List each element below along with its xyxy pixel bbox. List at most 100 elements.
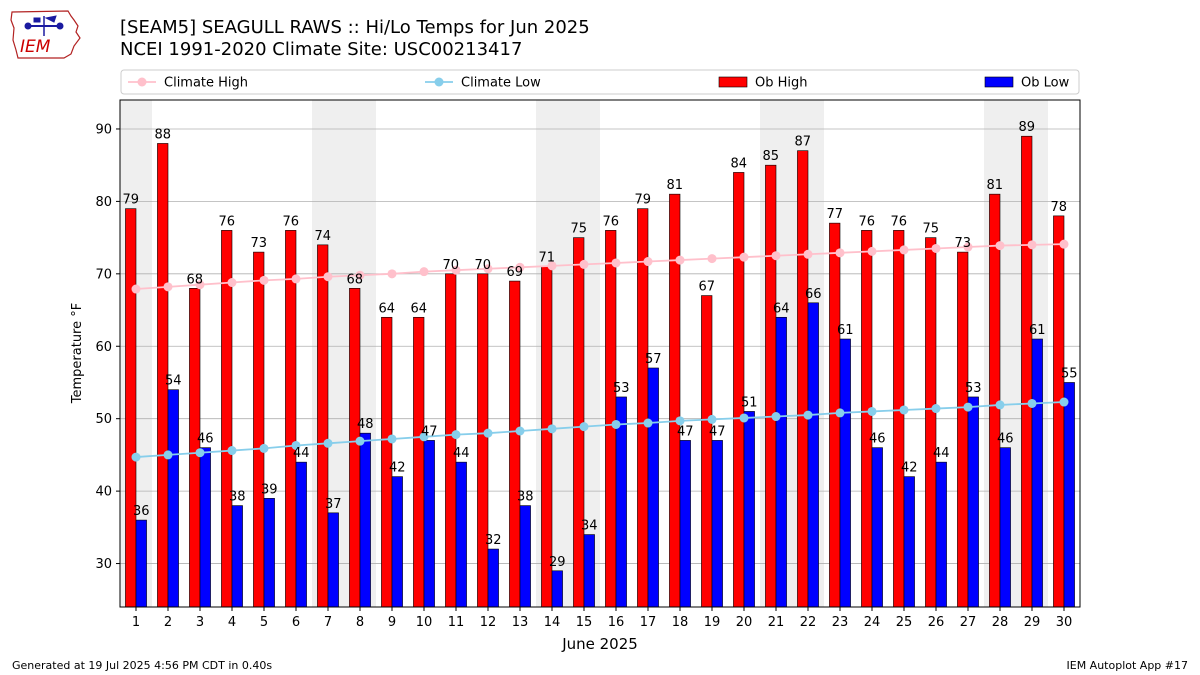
x-tick-label-6: 6: [292, 615, 300, 630]
ob-low-label-14: 29: [549, 555, 566, 570]
legend-climate-low-dot: [434, 77, 444, 87]
ob-low-label-17: 57: [645, 352, 662, 367]
climate-high-point-26: [931, 243, 941, 253]
ob-high-bar-20: [733, 172, 745, 608]
climate-low-point-17: [643, 418, 653, 428]
ob-low-bar-21: [775, 316, 787, 608]
climate-low-point-16: [611, 419, 621, 429]
climate-low-point-28: [995, 400, 1005, 410]
climate-low-point-3: [195, 448, 205, 458]
ob-high-bar-28: [989, 193, 1001, 608]
ob-high-bar-7: [317, 244, 329, 608]
ob-low-label-21: 64: [773, 301, 790, 316]
ob-low-bar-20: [743, 411, 755, 608]
climate-low-point-14: [547, 424, 557, 434]
ob-high-label-8: 68: [346, 272, 363, 287]
ob-high-bar-19: [701, 295, 713, 608]
ob-low-label-5: 39: [261, 482, 278, 497]
ob-high-bar-22: [797, 150, 809, 608]
ob-low-label-9: 42: [389, 461, 406, 476]
ob-low-label-23: 61: [837, 323, 854, 338]
climate-low-point-2: [163, 450, 173, 460]
iem-logo: IEM: [10, 10, 81, 59]
climate-low-point-24: [867, 406, 877, 416]
x-tick-label-13: 13: [512, 615, 529, 630]
ob-high-bar-17: [637, 208, 649, 608]
legend-climate-low-label: Climate Low: [461, 76, 541, 91]
ob-low-bar-24: [871, 447, 883, 608]
climate-high-point-4: [227, 278, 237, 288]
ob-high-label-29: 89: [1018, 120, 1035, 135]
climate-low-point-25: [899, 405, 909, 415]
ob-high-label-5: 73: [250, 236, 267, 251]
climate-low-point-10: [419, 432, 429, 442]
ob-low-bar-9: [391, 476, 403, 608]
x-tick-label-28: 28: [992, 615, 1009, 630]
ob-low-label-27: 53: [965, 381, 982, 396]
ob-low-label-3: 46: [197, 432, 214, 447]
climate-low-point-11: [451, 430, 461, 440]
ob-high-bar-24: [861, 230, 873, 608]
climate-low-point-12: [483, 428, 493, 438]
ob-low-label-29: 61: [1029, 323, 1046, 338]
ob-high-bar-30: [1053, 215, 1065, 608]
climate-lines: [131, 239, 1069, 462]
ob-high-label-11: 70: [442, 258, 459, 273]
x-tick-label-3: 3: [196, 615, 204, 630]
ob-high-bar-29: [1021, 135, 1033, 608]
x-tick-label-27: 27: [960, 615, 977, 630]
ob-high-label-15: 75: [570, 222, 587, 237]
legend-climate-high-dot: [137, 77, 147, 87]
chart-title: [SEAM5] SEAGULL RAWS :: Hi/Lo Temps for …: [120, 17, 590, 38]
footer-app: IEM Autoplot App #17: [1066, 659, 1189, 672]
climate-high-point-29: [1027, 240, 1037, 250]
climate-low-point-13: [515, 426, 525, 436]
ob-low-bar-6: [295, 461, 307, 608]
ob-low-label-2: 54: [165, 374, 182, 389]
x-tick-label-23: 23: [832, 615, 849, 630]
ob-low-bar-17: [647, 367, 659, 608]
ob-high-label-2: 88: [154, 127, 171, 142]
ob-high-label-19: 67: [698, 280, 715, 295]
ob-low-bar-3: [199, 447, 211, 608]
legend-ob-low-marker: [984, 76, 1014, 88]
ob-high-label-25: 76: [890, 214, 907, 229]
climate-high-point-10: [419, 267, 429, 277]
legend-ob-high-label: Ob High: [755, 76, 808, 91]
ob-low-bar-15: [583, 534, 595, 608]
climate-high-point-28: [995, 241, 1005, 251]
climate-high-point-12: [483, 264, 493, 274]
ob-high-bar-4: [221, 230, 233, 608]
x-tick-label-11: 11: [448, 615, 465, 630]
ob-high-label-21: 85: [762, 149, 779, 164]
y-axis-label: Temperature °F: [70, 303, 85, 404]
x-tick-label-29: 29: [1024, 615, 1041, 630]
ob-low-label-11: 44: [453, 446, 470, 461]
ob-high-label-7: 74: [314, 229, 331, 244]
ob-low-label-15: 34: [581, 519, 598, 534]
ob-low-bar-11: [455, 461, 467, 608]
ob-high-label-6: 76: [282, 214, 299, 229]
ob-low-label-8: 48: [357, 417, 374, 432]
climate-low-point-30: [1059, 397, 1069, 407]
climate-high-point-1: [131, 284, 141, 294]
ob-high-label-4: 76: [218, 214, 235, 229]
ob-low-bar-27: [967, 396, 979, 608]
legend-climate-high-label: Climate High: [164, 76, 248, 91]
x-tick-label-22: 22: [800, 615, 817, 630]
climate-low-point-9: [387, 434, 397, 444]
footer-generated: Generated at 19 Jul 2025 4:56 PM CDT in …: [12, 659, 273, 672]
climate-high-point-30: [1059, 239, 1069, 249]
grid-lines: [120, 128, 1080, 564]
ob-high-label-9: 64: [378, 301, 395, 316]
climate-high-point-20: [739, 252, 749, 262]
ob-high-bar-12: [477, 273, 489, 608]
climate-low-point-8: [355, 436, 365, 446]
climate-high-point-15: [579, 259, 589, 269]
climate-high-point-6: [291, 274, 301, 284]
legend: Climate High Climate Low Ob High Ob Low: [120, 69, 1080, 95]
x-axis: 1 2 3 4 5 6 7 8 9 10 11 12 13 14 15 16 17 18 19 20 21 22 23 24 2…: [132, 607, 1072, 630]
ob-low-bar-5: [263, 498, 275, 608]
ob-low-label-30: 55: [1061, 366, 1078, 381]
